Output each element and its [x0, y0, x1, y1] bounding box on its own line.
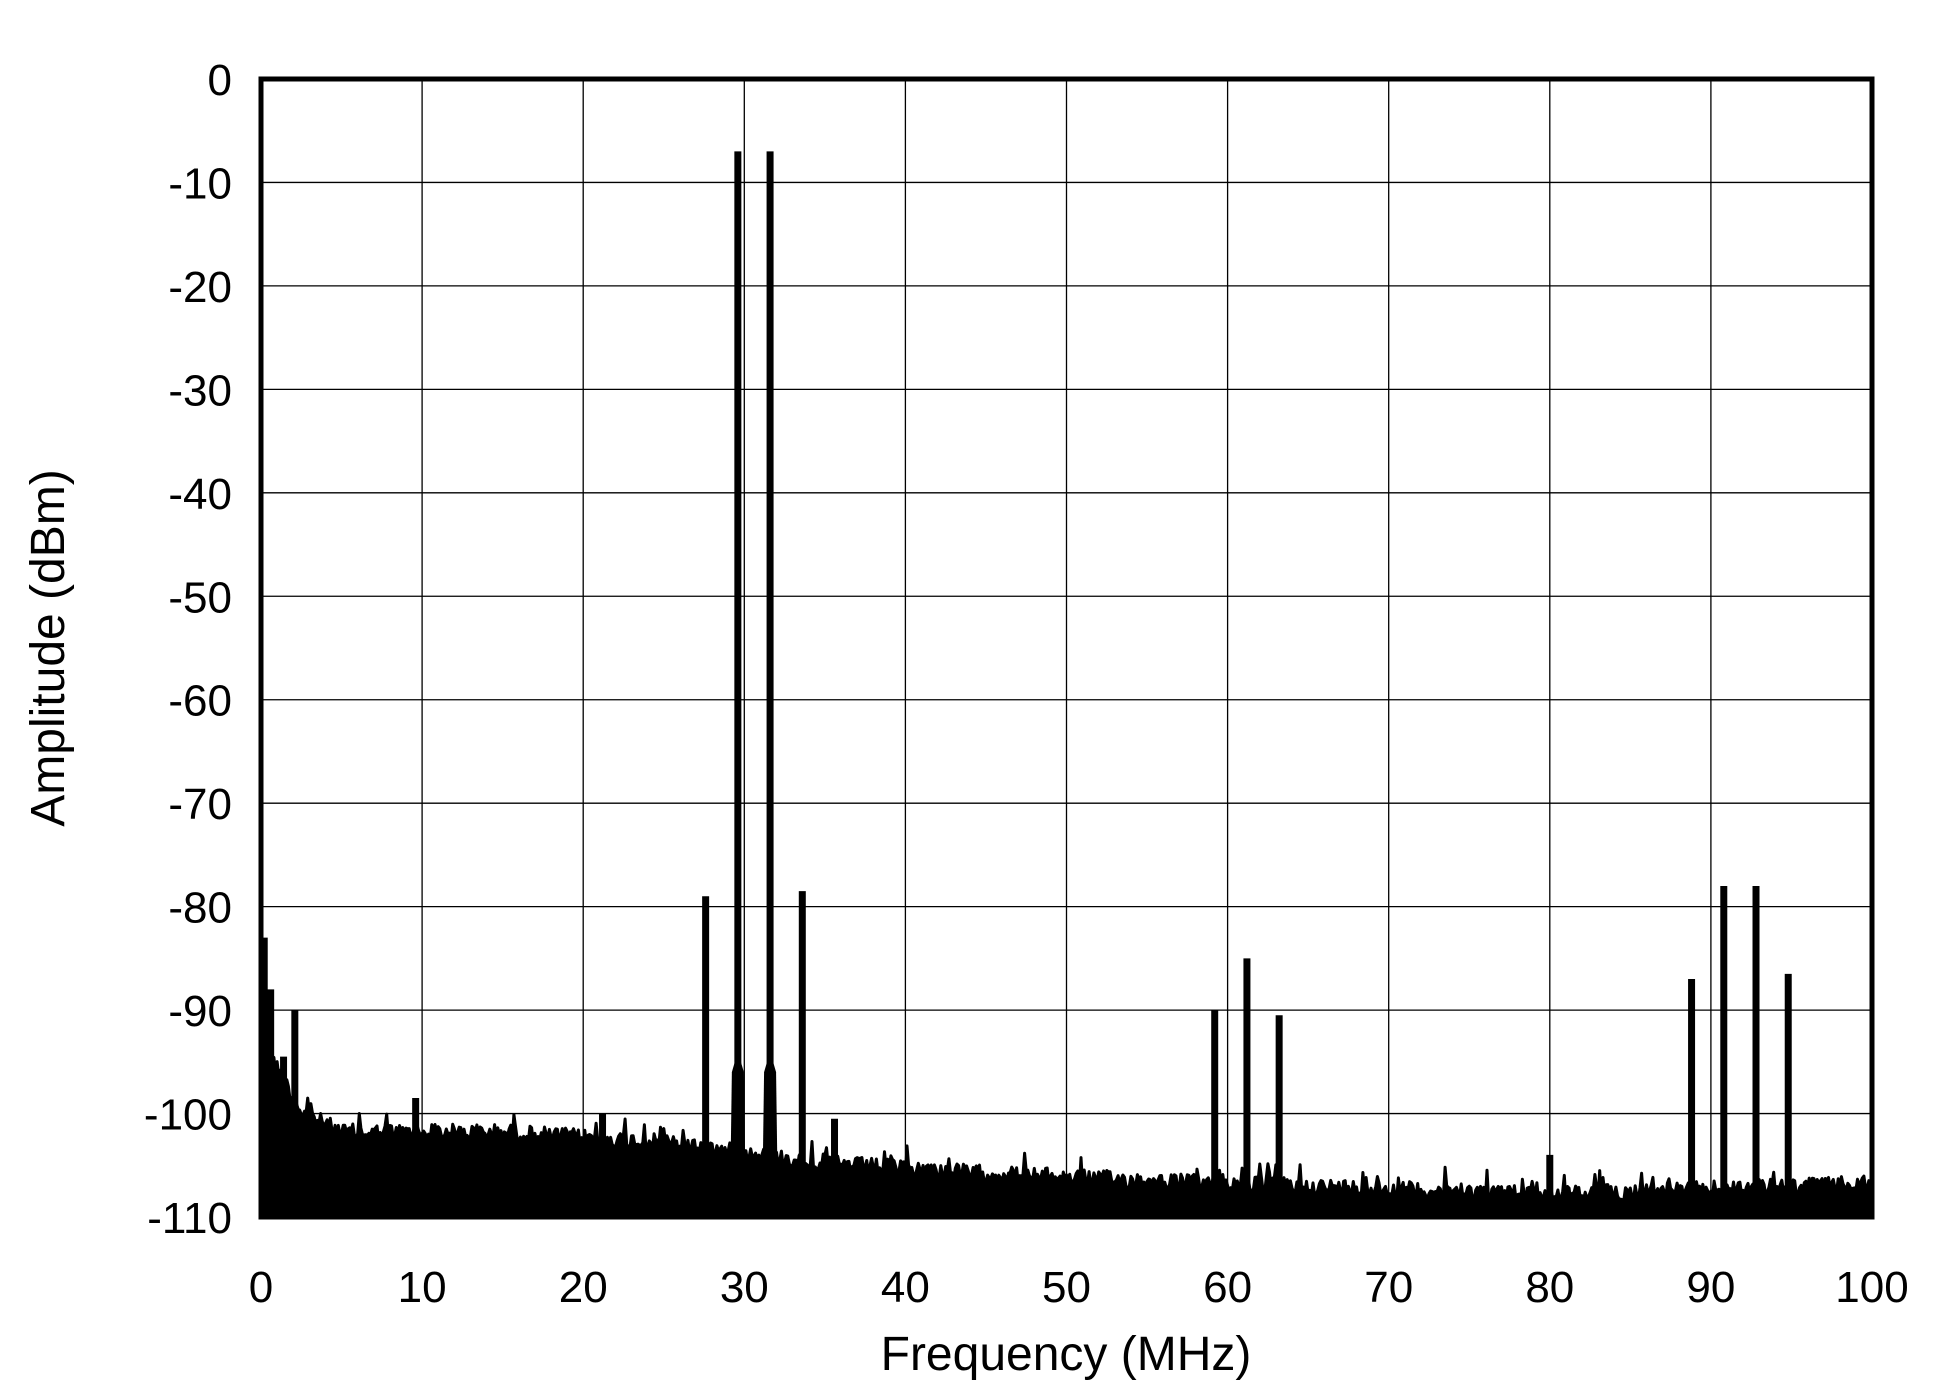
- y-tick-label: 0: [208, 56, 232, 105]
- x-tick-label: 100: [1835, 1263, 1908, 1312]
- y-tick-label: -50: [168, 573, 232, 622]
- x-tick-label: 0: [249, 1263, 273, 1312]
- y-tick-label: -10: [168, 159, 232, 208]
- x-tick-label: 20: [559, 1263, 608, 1312]
- x-tick-labels: 0 10 20 30 40 50 60 70 80 90 100: [249, 1263, 1909, 1312]
- peak-skirt: [729, 1051, 746, 1217]
- noise-floor-trace: [259, 1040, 1874, 1219]
- y-tick-label: -20: [168, 263, 232, 312]
- x-tick-label: 40: [881, 1263, 930, 1312]
- y-tick-label: -100: [144, 1091, 232, 1140]
- grid: [260, 78, 1873, 1218]
- x-tick-label: 50: [1042, 1263, 1091, 1312]
- x-tick-label: 80: [1525, 1263, 1574, 1312]
- y-tick-label: -40: [168, 470, 232, 519]
- y-tick-label: -90: [168, 987, 232, 1036]
- y-tick-label: -80: [168, 884, 232, 933]
- x-axis-label: Frequency (MHz): [881, 1328, 1252, 1381]
- y-tick-labels: 0 -10 -20 -30 -40 -50 -60 -70 -80 -90 -100 -110: [144, 56, 232, 1243]
- peak-skirt: [762, 1051, 779, 1217]
- y-tick-label: -110: [147, 1194, 232, 1243]
- x-tick-label: 90: [1686, 1263, 1735, 1312]
- x-tick-label: 60: [1203, 1263, 1252, 1312]
- y-tick-label: -70: [168, 780, 232, 829]
- x-tick-label: 10: [398, 1263, 447, 1312]
- x-tick-label: 70: [1364, 1263, 1413, 1312]
- y-tick-label: -60: [168, 677, 232, 726]
- peaks: [260, 151, 1792, 1217]
- noise-floor: [259, 1040, 1874, 1219]
- plot-frame: [258, 76, 1875, 1220]
- x-tick-label: 30: [720, 1263, 769, 1312]
- y-tick-label: -30: [168, 366, 232, 415]
- y-axis-label: Amplitude (dBm): [22, 469, 75, 826]
